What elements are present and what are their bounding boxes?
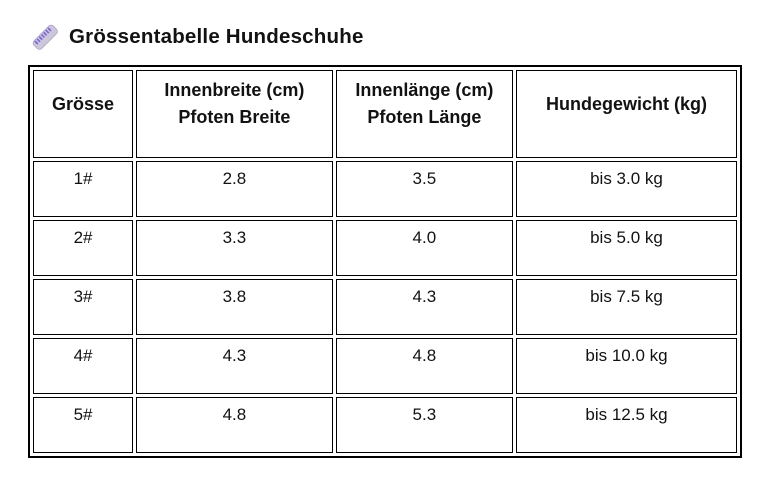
cell-innenbreite: 2.8	[136, 161, 333, 217]
cell-groesse: 3#	[33, 279, 134, 335]
cell-innenbreite: 3.3	[136, 220, 333, 276]
table-row: 3# 3.8 4.3 bis 7.5 kg	[33, 279, 737, 335]
cell-innenlaenge: 4.3	[335, 279, 513, 335]
ruler-icon	[30, 22, 60, 52]
cell-hundegewicht: bis 7.5 kg	[515, 279, 737, 335]
cell-innenlaenge: 4.0	[335, 220, 513, 276]
cell-innenbreite: 4.8	[136, 397, 333, 453]
column-header-innenbreite: Innenbreite (cm) Pfoten Breite	[136, 70, 333, 158]
cell-innenlaenge: 5.3	[335, 397, 513, 453]
table-row: 5# 4.8 5.3 bis 12.5 kg	[33, 397, 737, 453]
cell-hundegewicht: bis 3.0 kg	[515, 161, 737, 217]
cell-hundegewicht: bis 5.0 kg	[515, 220, 737, 276]
column-header-groesse: Grösse	[33, 70, 134, 158]
page-title: Grössentabelle Hundeschuhe	[69, 25, 364, 48]
cell-hundegewicht: bis 10.0 kg	[515, 338, 737, 394]
cell-innenbreite: 3.8	[136, 279, 333, 335]
table-header-row: Grösse Innenbreite (cm) Pfoten Breite Inne…	[33, 70, 737, 158]
table-row: 1# 2.8 3.5 bis 3.0 kg	[33, 161, 737, 217]
cell-groesse: 5#	[33, 397, 134, 453]
size-table: Grösse Innenbreite (cm) Pfoten Breite Inne…	[28, 65, 742, 458]
column-header-hundegewicht: Hundegewicht (kg)	[515, 70, 737, 158]
column-header-innenlaenge: Innenlänge (cm) Pfoten Länge	[335, 70, 513, 158]
cell-groesse: 4#	[33, 338, 134, 394]
cell-groesse: 2#	[33, 220, 134, 276]
cell-hundegewicht: bis 12.5 kg	[515, 397, 737, 453]
cell-innenbreite: 4.3	[136, 338, 333, 394]
cell-groesse: 1#	[33, 161, 134, 217]
page-header: Grössentabelle Hundeschuhe	[0, 0, 765, 54]
cell-innenlaenge: 3.5	[335, 161, 513, 217]
table-row: 2# 3.3 4.0 bis 5.0 kg	[33, 220, 737, 276]
table-body: 1# 2.8 3.5 bis 3.0 kg 2# 3.3 4.0 bis 5.0 kg 3# 3.…	[33, 161, 737, 453]
table-row: 4# 4.3 4.8 bis 10.0 kg	[33, 338, 737, 394]
cell-innenlaenge: 4.8	[335, 338, 513, 394]
